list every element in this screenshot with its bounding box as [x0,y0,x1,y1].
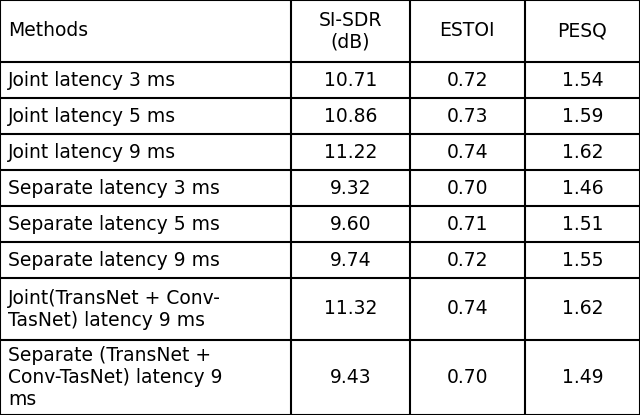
Text: 9.60: 9.60 [330,215,371,234]
Text: Joint(TransNet + Conv-
TasNet) latency 9 ms: Joint(TransNet + Conv- TasNet) latency 9… [8,288,221,330]
Text: 0.72: 0.72 [447,251,488,269]
Text: 0.74: 0.74 [446,142,488,161]
Text: 1.55: 1.55 [562,251,603,269]
Text: 0.70: 0.70 [447,368,488,387]
Text: 9.32: 9.32 [330,178,371,198]
Text: Separate latency 9 ms: Separate latency 9 ms [8,251,220,269]
Text: 0.72: 0.72 [447,71,488,90]
Text: 1.62: 1.62 [562,142,603,161]
Text: 11.32: 11.32 [324,300,377,318]
Text: Separate (TransNet +
Conv-TasNet) latency 9
ms: Separate (TransNet + Conv-TasNet) latenc… [8,346,223,409]
Text: 10.86: 10.86 [324,107,377,125]
Text: 1.51: 1.51 [562,215,603,234]
Text: 1.49: 1.49 [561,368,604,387]
Text: Joint latency 9 ms: Joint latency 9 ms [8,142,176,161]
Text: 11.22: 11.22 [324,142,377,161]
Text: 1.62: 1.62 [562,300,603,318]
Text: ESTOI: ESTOI [440,22,495,41]
Text: 0.70: 0.70 [447,178,488,198]
Text: Joint latency 3 ms: Joint latency 3 ms [8,71,176,90]
Text: 1.46: 1.46 [561,178,604,198]
Text: 0.74: 0.74 [446,300,488,318]
Text: Separate latency 3 ms: Separate latency 3 ms [8,178,220,198]
Text: 9.74: 9.74 [330,251,371,269]
Text: 0.71: 0.71 [447,215,488,234]
Text: PESQ: PESQ [557,22,607,41]
Text: Joint latency 5 ms: Joint latency 5 ms [8,107,176,125]
Text: Separate latency 5 ms: Separate latency 5 ms [8,215,220,234]
Text: 9.43: 9.43 [330,368,371,387]
Text: 1.54: 1.54 [561,71,604,90]
Text: Methods: Methods [8,22,88,41]
Text: 10.71: 10.71 [324,71,377,90]
Text: 1.59: 1.59 [562,107,603,125]
Text: SI-SDR
(dB): SI-SDR (dB) [319,10,382,51]
Text: 0.73: 0.73 [447,107,488,125]
